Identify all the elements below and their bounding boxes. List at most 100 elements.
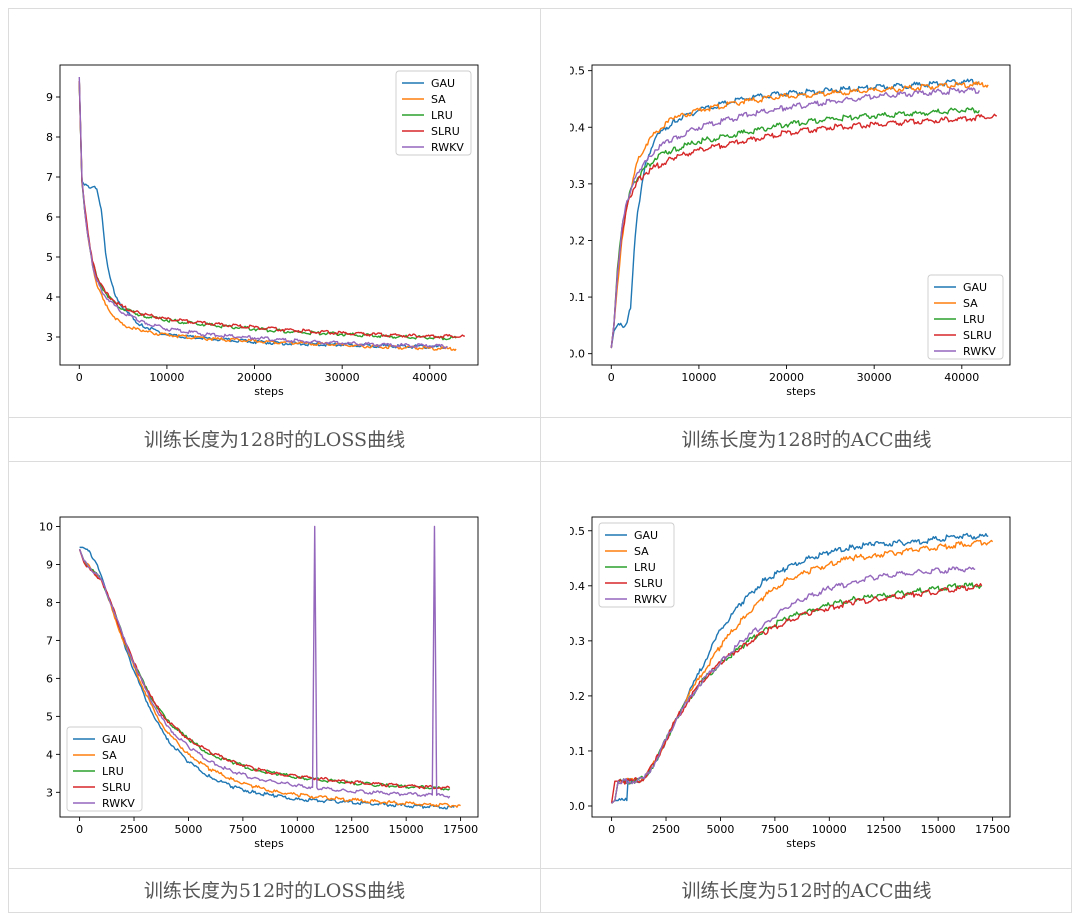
x-tick-label: 20000 xyxy=(769,371,804,384)
y-tick-label: 3 xyxy=(46,786,53,799)
legend-label-sa: SA xyxy=(634,545,649,558)
y-tick-label: 0.2 xyxy=(570,234,585,247)
x-tick-label: 30000 xyxy=(857,371,892,384)
series-line-rwkv xyxy=(78,525,451,799)
chart-loss-128: 0100002000030000400003456789stepslossGAU… xyxy=(46,64,479,398)
x-tick-label: 0 xyxy=(608,823,615,836)
series-line-rwkv xyxy=(78,76,448,349)
x-axis-label: steps xyxy=(786,837,816,850)
caption-top-border-1 xyxy=(9,417,1071,418)
y-tick-label: 6 xyxy=(46,211,53,224)
y-tick-label: 0.1 xyxy=(570,745,585,758)
caption-acc-512: 训练长度为512时的ACC曲线 xyxy=(681,880,932,902)
y-tick-label: 0.0 xyxy=(570,800,585,813)
legend: GAU SA LRU SLRU RWKV xyxy=(927,274,1004,360)
cell-divider-vertical xyxy=(540,9,541,912)
x-tick-label: 5000 xyxy=(706,823,734,836)
y-tick-label: 9 xyxy=(46,558,53,571)
y-tick-label: 3 xyxy=(46,331,53,344)
figure-grid: 训练长度为128时的LOSS曲线 训练长度为128时的ACC曲线 训练长度为51… xyxy=(8,8,1072,913)
legend-label-slru: SLRU xyxy=(963,329,992,342)
caption-loss-128: 训练长度为128时的LOSS曲线 xyxy=(143,429,406,451)
series-line-rwkv xyxy=(611,566,976,804)
y-tick-label: 4 xyxy=(46,291,53,304)
x-tick-label: 0 xyxy=(76,823,83,836)
y-tick-label: 7 xyxy=(46,171,53,184)
chart-acc-512: 0 2500 5000 7500 10000 12500 15000 17500 0.0 0.1 0… xyxy=(570,516,1011,850)
legend-label-gau: GAU xyxy=(102,733,126,746)
x-tick-label: 17500 xyxy=(975,823,1010,836)
x-tick-label: 7500 xyxy=(229,823,257,836)
series-line-gau xyxy=(610,78,980,349)
legend-label-gau: GAU xyxy=(431,77,455,90)
y-tick-label: 6 xyxy=(46,672,53,685)
series-line-sa xyxy=(611,539,994,804)
series-line-rwkv xyxy=(610,87,980,349)
legend-box xyxy=(598,522,675,608)
plot-frame xyxy=(59,516,479,818)
plot-frame xyxy=(591,516,1011,818)
legend-label-rwkv: RWKV xyxy=(431,141,464,154)
x-tick-label: 12500 xyxy=(866,823,901,836)
x-tick-label: 10000 xyxy=(149,371,184,384)
x-tick-label: 10000 xyxy=(681,371,716,384)
plot-frame xyxy=(591,64,1011,366)
legend-label-rwkv: RWKV xyxy=(634,593,667,606)
x-tick-label: 7500 xyxy=(761,823,789,836)
plot-frame xyxy=(59,64,479,366)
series-line-slru xyxy=(78,80,465,339)
y-tick-label: 0.2 xyxy=(570,690,585,703)
series-line-slru xyxy=(610,113,997,349)
x-axis-label: steps xyxy=(786,385,816,398)
y-tick-label: 0.3 xyxy=(570,635,585,648)
legend: GAU SA LRU SLRU RWKV xyxy=(395,70,472,156)
y-tick-label: 0.4 xyxy=(570,121,585,134)
legend-label-lru: LRU xyxy=(963,313,985,326)
x-tick-label: 0 xyxy=(608,371,615,384)
series-line-lru xyxy=(610,107,980,349)
legend-label-gau: GAU xyxy=(963,281,987,294)
legend-label-lru: LRU xyxy=(102,765,124,778)
y-tick-label: 4 xyxy=(46,748,53,761)
x-tick-label: 20000 xyxy=(237,371,272,384)
caption-loss-512: 训练长度为512时的LOSS曲线 xyxy=(143,880,406,902)
chart-loss-512: 0 2500 5000 7500 10000 12500 15000 17500 3 4 5 6 7 8 9… xyxy=(40,516,479,850)
y-tick-label: 0.1 xyxy=(570,291,585,304)
x-tick-label: 30000 xyxy=(325,371,360,384)
legend-label-rwkv: RWKV xyxy=(102,797,135,810)
x-tick-label: 2500 xyxy=(120,823,148,836)
series-line-sa xyxy=(610,81,989,349)
legend-label-rwkv: RWKV xyxy=(963,345,996,358)
y-tick-label: 0.3 xyxy=(570,178,585,191)
legend-box xyxy=(395,70,472,156)
legend-label-slru: SLRU xyxy=(431,125,460,138)
y-tick-label: 10 xyxy=(40,520,53,533)
legend-label-sa: SA xyxy=(963,297,978,310)
y-tick-label: 5 xyxy=(46,251,53,264)
legend-label-lru: LRU xyxy=(431,109,453,122)
series-line-sa xyxy=(78,549,461,808)
legend-label-slru: SLRU xyxy=(102,781,131,794)
legend: GAU SA LRU SLRU RWKV xyxy=(66,726,143,812)
caption-acc-128: 训练长度为128时的ACC曲线 xyxy=(681,429,932,451)
x-axis-label: steps xyxy=(254,385,284,398)
y-tick-label: 0.5 xyxy=(570,525,585,538)
series-line-gau xyxy=(79,546,455,810)
legend-label-lru: LRU xyxy=(634,561,656,574)
legend-label-gau: GAU xyxy=(634,529,658,542)
x-tick-label: 10000 xyxy=(812,823,847,836)
x-tick-label: 2500 xyxy=(652,823,680,836)
chart-acc-128: 0 10000 20000 30000 40000 0.0 0.1 0.2 0.3 0.4 0.5 s… xyxy=(570,64,1011,398)
x-tick-label: 40000 xyxy=(944,371,979,384)
x-tick-label: 0 xyxy=(76,371,83,384)
series-line-lru xyxy=(611,582,983,804)
y-tick-label: 8 xyxy=(46,596,53,609)
legend-label-slru: SLRU xyxy=(634,577,663,590)
y-tick-label: 0.5 xyxy=(570,65,585,78)
y-tick-label: 0.0 xyxy=(570,348,585,361)
row-divider xyxy=(9,461,1071,462)
x-axis-label: steps xyxy=(254,837,284,850)
legend-label-sa: SA xyxy=(102,749,117,762)
x-tick-label: 40000 xyxy=(412,371,447,384)
caption-top-border-2 xyxy=(9,868,1071,869)
